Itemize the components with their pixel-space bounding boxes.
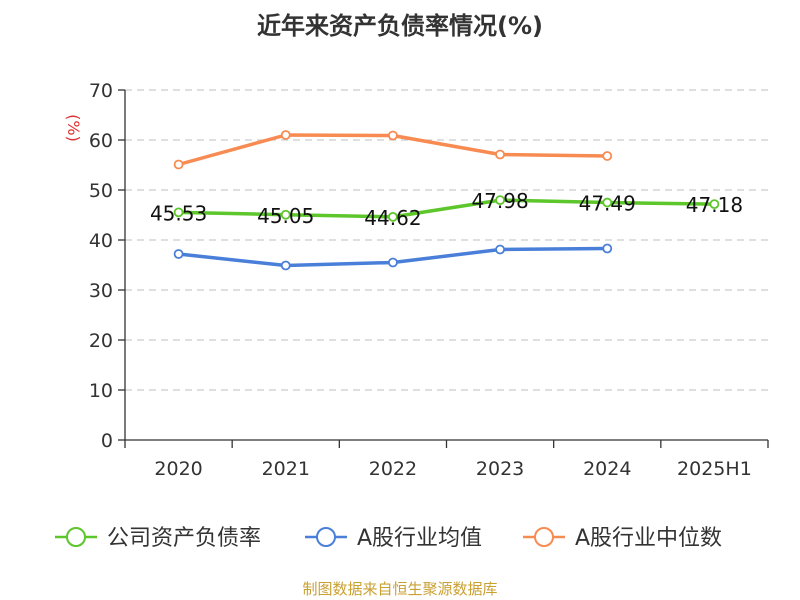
y-tick-label-30: 30 xyxy=(89,280,113,302)
data-label-2021: 45.05 xyxy=(257,204,314,228)
data-point-s0-2023 xyxy=(495,195,505,206)
x-tick-label-2020: 2020 xyxy=(154,458,202,480)
data-point-s0-2025H1 xyxy=(709,199,720,210)
legend-label-0: 公司资产负债率 xyxy=(107,526,261,551)
data-point-s0-2020 xyxy=(173,207,184,218)
legend-marker-0 xyxy=(66,527,86,547)
legend-marker-1 xyxy=(316,527,336,547)
y-tick-label-20: 20 xyxy=(89,330,113,352)
data-label-2020: 45.53 xyxy=(150,201,207,225)
gridlines xyxy=(125,89,768,391)
data-point-s1-2023 xyxy=(495,244,505,255)
data-point-s2-2021 xyxy=(280,130,291,140)
legend: 公司资产负债率 A股行业均值 A股行业中位数 xyxy=(55,526,722,551)
x-tick-label-2022: 2022 xyxy=(369,458,417,480)
data-point-s2-2024 xyxy=(602,151,613,161)
data-point-s2-2022 xyxy=(388,130,398,141)
y-tick-label-50: 50 xyxy=(89,180,113,202)
data-point-s0-2024 xyxy=(602,197,613,208)
data-label-2025H1: 47.18 xyxy=(686,193,743,217)
x-tick-label-2023: 2023 xyxy=(476,458,524,480)
y-tick-label-60: 60 xyxy=(89,130,113,152)
data-point-s0-2021 xyxy=(280,209,291,220)
data-point-s0-2022 xyxy=(388,211,398,222)
y-tick-label-40: 40 xyxy=(89,230,113,252)
chart-title: 近年来资产负债率情况(%) xyxy=(257,12,543,40)
axes: 0 10 20 30 40 50 60 70 2020 2021 2022 2023 2024 2025H… xyxy=(64,80,769,480)
legend-label-1: A股行业均值 xyxy=(357,526,482,551)
data-point-s1-2021 xyxy=(280,260,291,271)
data-point-s1-2020 xyxy=(173,249,184,259)
x-tick-label-2024: 2024 xyxy=(583,458,631,480)
data-point-s2-2020 xyxy=(173,159,184,170)
x-tick-label-2025H1: 2025H1 xyxy=(677,458,752,480)
data-label-2023: 47.98 xyxy=(471,189,528,213)
source-note: 制图数据来自恒生聚源数据库 xyxy=(302,580,498,598)
data-label-2022: 44.62 xyxy=(364,206,421,230)
data-point-s1-2022 xyxy=(388,257,398,268)
y-axis-label: (%) xyxy=(64,114,83,142)
data-labels: 45.53 45.05 44.62 47.98 47.49 47.18 xyxy=(150,189,743,230)
data-point-s1-2024 xyxy=(602,243,613,254)
x-tick-label-2021: 2021 xyxy=(262,458,310,480)
series-lines xyxy=(173,130,720,271)
y-tick-label-70: 70 xyxy=(89,80,113,102)
series-line-0 xyxy=(176,198,717,219)
y-tick-label-10: 10 xyxy=(89,380,113,402)
data-point-s2-2023 xyxy=(495,149,505,160)
y-tick-label-0: 0 xyxy=(101,430,113,452)
legend-label-2: A股行业中位数 xyxy=(575,526,722,551)
legend-marker-2 xyxy=(534,527,554,547)
data-label-2024: 47.49 xyxy=(579,192,636,216)
